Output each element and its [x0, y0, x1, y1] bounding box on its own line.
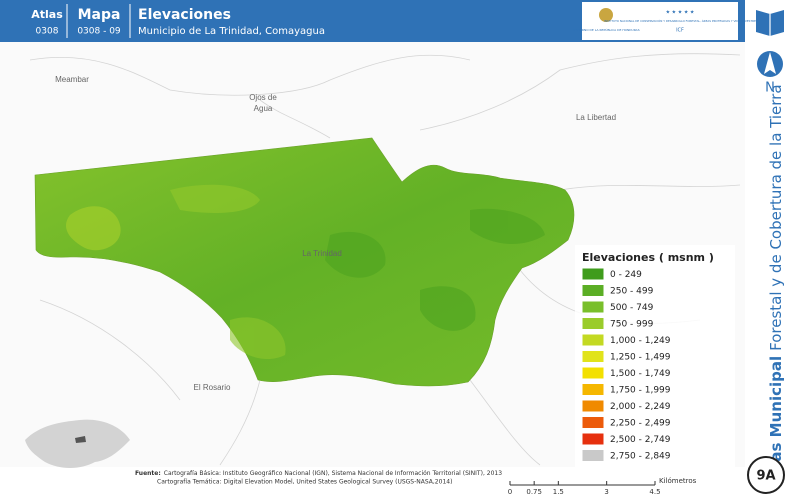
legend-swatch — [581, 267, 605, 281]
map-title: Elevaciones — [138, 7, 231, 23]
scale-tick-label: 0.75 — [526, 488, 542, 496]
legend-swatch — [581, 416, 605, 429]
series-title-bold: Atlas Municipal — [767, 356, 785, 486]
legend-label: 1,000 - 1,249 — [610, 336, 671, 346]
place-label: Ojos de — [249, 93, 277, 102]
legend-swatch — [581, 383, 605, 396]
legend-label: 1,500 - 1,749 — [610, 369, 671, 379]
scale-bar: 0 0.75 1.5 3 4.5 Kilómetros — [508, 477, 697, 496]
place-label: La Libertad — [576, 113, 616, 122]
place-label: Agua — [254, 104, 273, 113]
legend-label: 750 - 999 — [610, 320, 654, 330]
logo-left: GOBIERNO DE LA REPÚBLICA DE HONDURAS — [572, 27, 639, 32]
legend-swatch — [581, 399, 605, 413]
legend-label: 2,000 - 2,249 — [610, 402, 671, 412]
atlas-label: Atlas — [31, 8, 63, 21]
legend-swatch — [581, 317, 605, 330]
map-subtitle: Municipio de La Trinidad, Comayagua — [138, 26, 325, 37]
badge — [747, 456, 785, 494]
logo-emblem — [599, 8, 613, 22]
legend: Elevaciones ( msnm ) 0 - 249 250 - 499 500… — [575, 245, 735, 470]
scale-tick-label: 0 — [508, 488, 512, 496]
legend-title: Elevaciones ( msnm ) — [582, 251, 714, 264]
inset-map — [25, 419, 130, 468]
north-label: N — [765, 81, 775, 96]
legend-label: 2,250 - 2,499 — [610, 419, 671, 429]
source-line: Cartografía Temática: Digital Elevation … — [157, 479, 452, 486]
legend-swatch — [581, 333, 605, 347]
side-panel: N Atlas Municipal Forestal y de Cobertura… — [747, 10, 785, 494]
legend-swatch — [581, 432, 605, 446]
legend-swatch — [581, 366, 605, 380]
atlas-code: 0308 — [36, 27, 59, 37]
map-label: Mapa — [78, 7, 121, 23]
legend-label: 2,750 - 2,849 — [610, 452, 671, 462]
legend-label: 250 - 499 — [610, 287, 654, 297]
scale-tick-label: 1.5 — [553, 488, 564, 496]
source-label: Fuente: — [135, 470, 161, 477]
scale-unit: Kilómetros — [659, 477, 697, 485]
footer: Fuente: Cartografía Básica: Instituto Geo… — [135, 470, 502, 486]
logo-right: INSTITUTO NACIONAL DE CONSERVACIÓN Y DES… — [604, 18, 756, 23]
place-label: La Trinidad — [302, 249, 342, 258]
map-code: 0308 - 09 — [77, 27, 121, 37]
legend-label: 2,500 - 2,749 — [610, 435, 671, 445]
legend-label: 1,750 - 1,999 — [610, 386, 671, 396]
badge-label: 9A — [756, 469, 775, 484]
scale-tick-label: 3 — [604, 488, 608, 496]
logo-abbr: ICF — [676, 28, 684, 34]
series-title: Atlas Municipal Forestal y de Cobertura d… — [767, 84, 785, 485]
header: Atlas 0308 Mapa 0308 - 09 Elevaciones Mu… — [0, 0, 756, 42]
legend-label: 500 - 749 — [610, 303, 654, 313]
source-line: Cartografía Básica: Instituto Geográfico… — [164, 470, 502, 477]
legend-swatch — [581, 300, 605, 314]
place-label: El Rosario — [194, 383, 231, 392]
legend-swatch — [581, 284, 605, 297]
legend-swatch — [581, 350, 605, 363]
series-title-rest: Forestal y de Cobertura de la Tierra — [767, 84, 785, 350]
legend-label: 0 - 249 — [610, 270, 642, 280]
source-block: Fuente: Cartografía Básica: Instituto Geo… — [135, 470, 502, 477]
scale-tick-label: 4.5 — [649, 488, 660, 496]
place-label: Meambar — [55, 75, 89, 84]
legend-label: 1,250 - 1,499 — [610, 353, 671, 363]
boundaries — [29, 53, 741, 466]
legend-swatch — [581, 449, 605, 462]
logo-stars: ★ ★ ★ ★ ★ — [666, 10, 695, 16]
terrain-patches — [65, 184, 545, 360]
